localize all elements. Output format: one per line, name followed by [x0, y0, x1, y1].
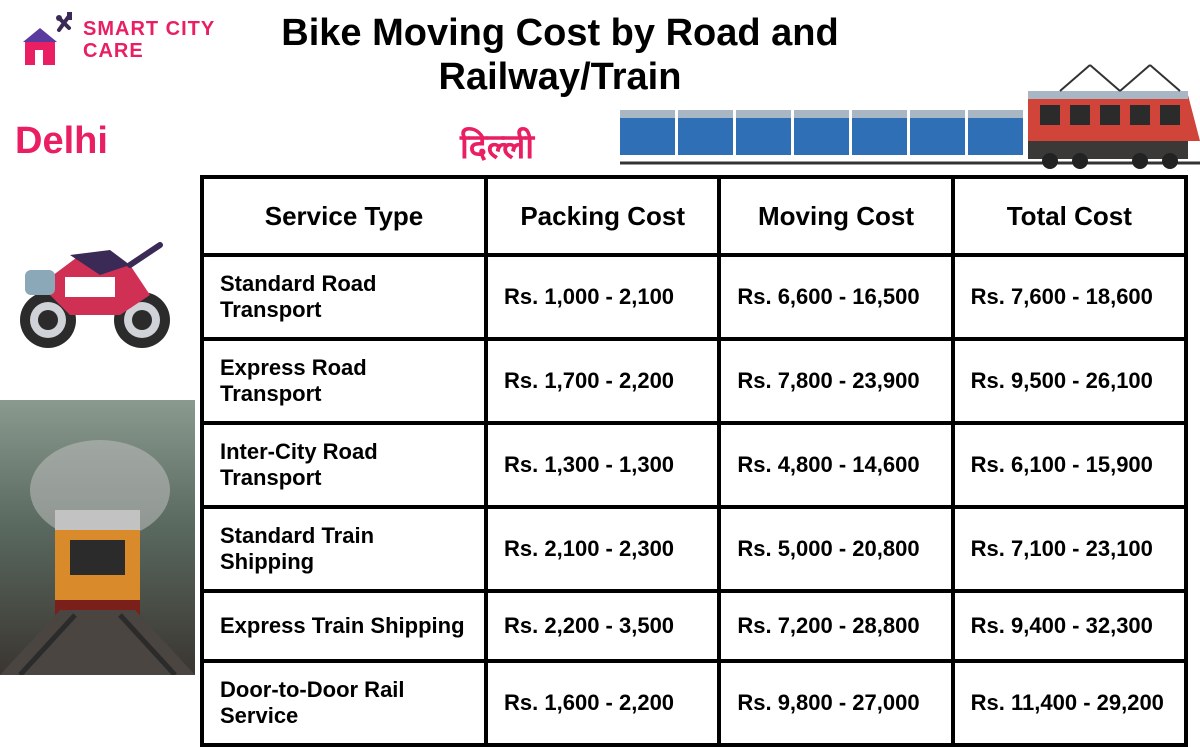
table-row: Door-to-Door Rail Service Rs. 1,600 - 2,… [202, 661, 1186, 745]
col-service-type: Service Type [202, 177, 486, 255]
cell-packing: Rs. 1,700 - 2,200 [486, 339, 719, 423]
col-moving-cost: Moving Cost [719, 177, 952, 255]
cell-moving: Rs. 7,800 - 23,900 [719, 339, 952, 423]
brand-logo: SMART CITY CARE [15, 10, 215, 70]
table-header-row: Service Type Packing Cost Moving Cost To… [202, 177, 1186, 255]
house-tools-icon [15, 10, 75, 70]
cell-packing: Rs. 1,300 - 1,300 [486, 423, 719, 507]
city-label-hindi: दिल्ली [460, 122, 534, 168]
cell-service: Standard Train Shipping [202, 507, 486, 591]
brand-line1: SMART CITY [83, 18, 215, 40]
table-row: Inter-City Road Transport Rs. 1,300 - 1,… [202, 423, 1186, 507]
cell-service: Standard Road Transport [202, 255, 486, 339]
cell-total: Rs. 11,400 - 29,200 [953, 661, 1186, 745]
cell-total: Rs. 7,100 - 23,100 [953, 507, 1186, 591]
table-row: Standard Road Transport Rs. 1,000 - 2,10… [202, 255, 1186, 339]
table-row: Standard Train Shipping Rs. 2,100 - 2,30… [202, 507, 1186, 591]
cell-total: Rs. 9,500 - 26,100 [953, 339, 1186, 423]
cell-packing: Rs. 1,600 - 2,200 [486, 661, 719, 745]
cost-table: Service Type Packing Cost Moving Cost To… [200, 175, 1188, 747]
brand-line2: CARE [83, 40, 215, 62]
cell-service: Express Road Transport [202, 339, 486, 423]
train-photo [0, 400, 195, 675]
cell-service: Door-to-Door Rail Service [202, 661, 486, 745]
cell-moving: Rs. 9,800 - 27,000 [719, 661, 952, 745]
motorcycle-illustration [10, 215, 180, 355]
cell-moving: Rs. 4,800 - 14,600 [719, 423, 952, 507]
cell-total: Rs. 6,100 - 15,900 [953, 423, 1186, 507]
train-illustration [620, 55, 1200, 175]
cell-moving: Rs. 6,600 - 16,500 [719, 255, 952, 339]
cell-total: Rs. 7,600 - 18,600 [953, 255, 1186, 339]
brand-text: SMART CITY CARE [83, 18, 215, 62]
table-row: Express Road Transport Rs. 1,700 - 2,200… [202, 339, 1186, 423]
cell-service: Inter-City Road Transport [202, 423, 486, 507]
cell-moving: Rs. 7,200 - 28,800 [719, 591, 952, 661]
col-total-cost: Total Cost [953, 177, 1186, 255]
cell-total: Rs. 9,400 - 32,300 [953, 591, 1186, 661]
city-label-english: Delhi [15, 120, 108, 163]
cell-packing: Rs. 1,000 - 2,100 [486, 255, 719, 339]
cell-packing: Rs. 2,200 - 3,500 [486, 591, 719, 661]
cell-packing: Rs. 2,100 - 2,300 [486, 507, 719, 591]
col-packing-cost: Packing Cost [486, 177, 719, 255]
cell-service: Express Train Shipping [202, 591, 486, 661]
cell-moving: Rs. 5,000 - 20,800 [719, 507, 952, 591]
table-row: Express Train Shipping Rs. 2,200 - 3,500… [202, 591, 1186, 661]
